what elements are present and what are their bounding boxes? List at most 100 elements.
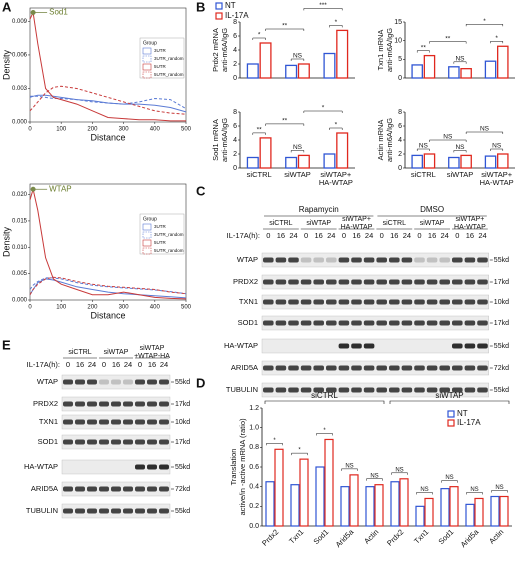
band xyxy=(63,419,73,425)
sig-label: NS xyxy=(395,467,403,473)
kd-label: 72kd xyxy=(494,365,509,372)
y-tick-label: 1.2 xyxy=(249,405,259,412)
bar xyxy=(265,481,275,527)
band xyxy=(75,508,85,514)
band xyxy=(414,365,425,371)
group-label: HA-WTAP xyxy=(319,178,353,187)
band xyxy=(300,299,312,305)
y-tick-label: 2 xyxy=(233,151,237,158)
y-tick-label: 0.003 xyxy=(12,86,28,92)
band xyxy=(376,365,387,371)
band xyxy=(351,320,362,326)
bar xyxy=(323,52,336,79)
band xyxy=(363,257,375,263)
band xyxy=(300,279,312,285)
kd-label: 55kd xyxy=(175,508,190,515)
legend-box xyxy=(139,213,185,255)
band xyxy=(439,279,450,285)
band xyxy=(414,320,425,326)
legend-title: Group xyxy=(143,40,157,46)
band xyxy=(263,365,274,371)
y-tick-label: 0.010 xyxy=(12,245,28,251)
band xyxy=(426,387,438,393)
band xyxy=(389,320,400,326)
band xyxy=(275,387,287,393)
band xyxy=(389,257,400,263)
y-tick-label: 0.005 xyxy=(12,271,28,277)
blot-strip xyxy=(261,360,490,376)
x-tick-label: 0 xyxy=(28,127,32,133)
band xyxy=(75,439,85,445)
panel-label: C xyxy=(196,183,206,198)
x-tick-label: 100 xyxy=(56,305,67,311)
band xyxy=(439,299,450,305)
y-tick-label: 0.000 xyxy=(12,120,28,126)
sig-label: * xyxy=(335,122,338,129)
y-tick-label: 4 xyxy=(233,137,237,144)
sig-label: NS xyxy=(455,144,465,151)
band xyxy=(401,257,413,263)
row-label: SOD1 xyxy=(238,318,258,327)
time-label: 16 xyxy=(466,231,474,240)
band xyxy=(326,299,337,305)
band xyxy=(159,401,169,407)
kd-label: 17kd xyxy=(494,320,509,327)
legend-title: Group xyxy=(143,216,157,222)
legend-label: NT xyxy=(457,409,468,418)
band xyxy=(87,379,97,385)
band xyxy=(363,320,375,326)
y-tick-label: 8 xyxy=(233,109,237,116)
band xyxy=(300,365,312,371)
y-tick-label: 15 xyxy=(394,19,402,26)
time-label: 0 xyxy=(455,231,459,240)
sig-bracket xyxy=(490,41,504,44)
band xyxy=(135,464,145,470)
density-line xyxy=(29,276,187,295)
band xyxy=(87,508,97,514)
band xyxy=(111,419,121,425)
band xyxy=(135,401,145,407)
blot-strip xyxy=(261,252,490,268)
band xyxy=(326,320,337,326)
sig-bracket xyxy=(466,492,483,495)
band xyxy=(159,508,169,514)
band xyxy=(111,508,121,514)
bar xyxy=(340,486,350,527)
band xyxy=(477,365,488,371)
band xyxy=(159,379,169,385)
y-tick-label: 6 xyxy=(233,33,237,40)
x-tick-label: 500 xyxy=(181,305,192,311)
sig-bracket xyxy=(303,8,343,11)
band xyxy=(123,379,133,385)
annotation: Sod1 xyxy=(49,8,68,17)
legend-label: 3UTR_random xyxy=(154,232,184,237)
bar xyxy=(465,503,475,527)
treatment-label: Rapamycin xyxy=(299,205,339,214)
band xyxy=(363,387,375,393)
time-label: 16 xyxy=(148,360,156,369)
y-tick-label: 0.0 xyxy=(249,523,259,530)
time-label: 24 xyxy=(88,360,96,369)
kd-label: 10kd xyxy=(494,299,509,306)
bar xyxy=(423,54,436,79)
bar xyxy=(336,29,349,79)
band xyxy=(477,279,488,285)
group-label: HA-WTAP xyxy=(480,178,514,187)
band xyxy=(477,343,488,349)
bar xyxy=(315,466,325,527)
band xyxy=(63,401,73,407)
time-label: 16 xyxy=(428,231,436,240)
band xyxy=(338,343,350,349)
blot-strip xyxy=(61,374,171,390)
x-tick-label: Prdx2 xyxy=(260,527,280,547)
band xyxy=(300,320,312,326)
sig-bracket xyxy=(465,24,504,27)
y-tick-label: 0.006 xyxy=(12,53,28,59)
row-label: ARID5A xyxy=(231,363,258,372)
band xyxy=(75,486,85,492)
time-label: 24 xyxy=(289,231,297,240)
y-axis-label: Actin mRNA xyxy=(376,120,385,161)
time-label: 16 xyxy=(352,231,360,240)
time-label: 16 xyxy=(277,231,285,240)
legend-label: 3UTR_random xyxy=(154,56,184,61)
